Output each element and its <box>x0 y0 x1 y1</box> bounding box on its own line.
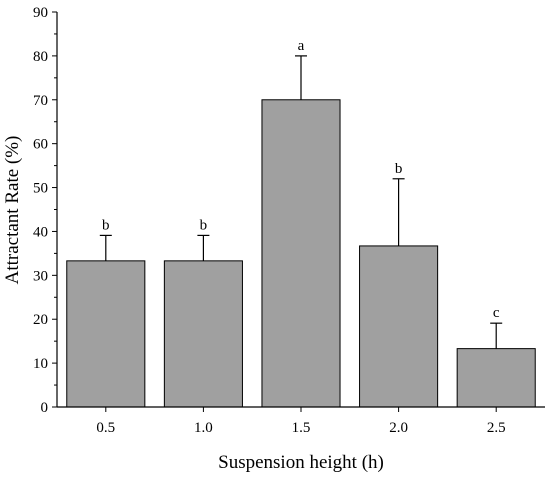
x-tick-label-1.5: 1.5 <box>292 420 311 436</box>
plot-area: b b a b c <box>66 38 536 408</box>
y-tick-label-10: 10 <box>33 356 48 372</box>
x-tick-label-0.5: 0.5 <box>96 420 115 436</box>
significance-label-2.5: c <box>493 305 500 321</box>
bar-2.5 <box>456 348 536 408</box>
bar-2.0 <box>359 245 439 408</box>
y-tick-label-70: 70 <box>33 93 48 109</box>
y-axis-title: Attractant Rate (%) <box>2 136 23 285</box>
y-tick-label-60: 60 <box>33 137 48 153</box>
x-tick-label-2.0: 2.0 <box>389 420 408 436</box>
x-tick-label-2.5: 2.5 <box>487 420 506 436</box>
y-axis: 0 10 20 30 40 50 60 70 80 90 <box>33 5 58 416</box>
significance-label-0.5: b <box>102 217 110 233</box>
bar-0.5 <box>66 260 146 408</box>
y-tick-label-90: 90 <box>33 5 48 21</box>
bar-1.0 <box>163 260 243 408</box>
y-tick-label-40: 40 <box>33 224 48 240</box>
significance-label-1.5: a <box>298 38 305 54</box>
significance-label-1.0: b <box>200 217 208 233</box>
x-axis: 0.5 1.0 1.5 2.0 2.5 <box>57 406 545 436</box>
x-axis-title: Suspension height (h) <box>218 452 384 473</box>
significance-label-2.0: b <box>395 161 403 177</box>
y-tick-label-50: 50 <box>33 181 48 197</box>
x-tick-label-1.0: 1.0 <box>194 420 213 436</box>
bar-1.5 <box>261 99 341 408</box>
y-tick-label-20: 20 <box>33 312 48 328</box>
y-tick-label-30: 30 <box>33 268 48 284</box>
y-tick-label-0: 0 <box>41 400 49 416</box>
y-tick-label-80: 80 <box>33 49 48 65</box>
